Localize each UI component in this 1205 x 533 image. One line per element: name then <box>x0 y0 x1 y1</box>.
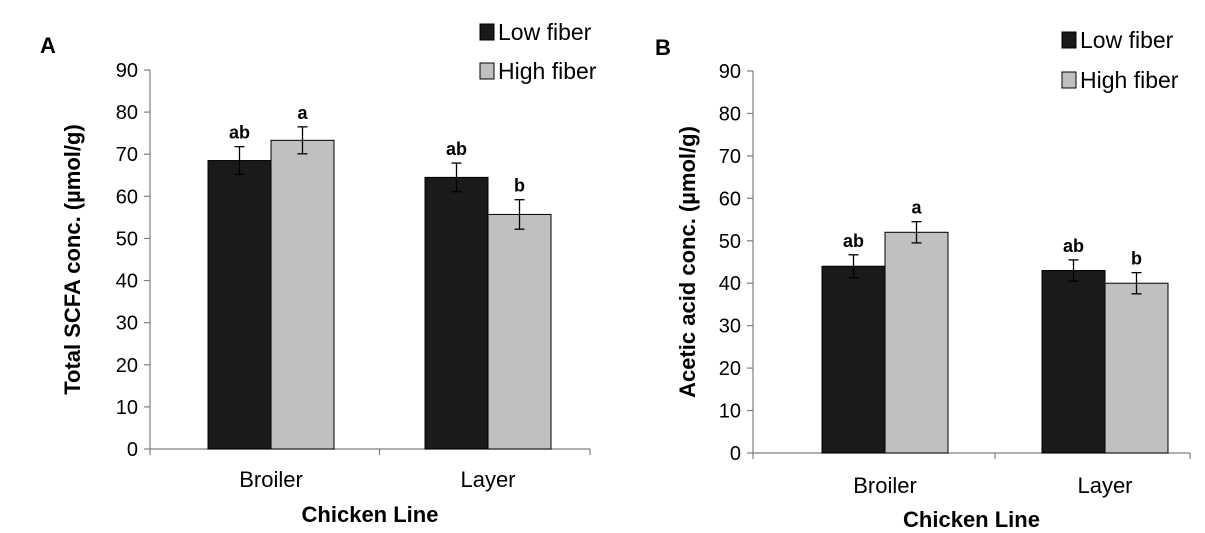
legend-label: Low fiber <box>1080 27 1174 53</box>
bar-low-fiber-broiler <box>207 160 272 450</box>
x-tick-label: Broiler <box>239 467 303 492</box>
x-tick-label: Broiler <box>853 473 917 498</box>
significance-label: b <box>514 176 525 196</box>
chart-panel-a: A 0 10 20 30 40 50 60 70 80 90 ab a Broiler ab b Layer Ch… <box>40 19 597 527</box>
y-tick-label: 50 <box>719 231 741 253</box>
y-axis-title: Acetic acid conc. (µmol/g) <box>675 126 700 398</box>
significance-label: a <box>297 103 308 123</box>
y-axis-title: Total SCFA conc. (µmol/g) <box>60 124 85 395</box>
y-tick-label: 60 <box>116 186 138 208</box>
x-tick-label: Layer <box>460 467 515 492</box>
panel-label: A <box>40 33 56 58</box>
legend-swatch-high-fiber <box>479 62 495 80</box>
legend-label: Low fiber <box>498 19 592 45</box>
significance-label: b <box>1131 249 1142 269</box>
bar-high-fiber-broiler <box>884 231 949 454</box>
chart-a-svg: A 0 10 20 30 40 50 60 70 80 90 ab a Broiler ab b Layer Ch… <box>40 19 597 527</box>
bar-high-fiber-layer <box>487 213 552 450</box>
y-tick-label: 90 <box>116 60 138 82</box>
y-tick-label: 40 <box>116 271 138 293</box>
bar-low-fiber-layer <box>424 176 489 450</box>
y-tick-label: 40 <box>719 273 741 295</box>
legend-swatch-low-fiber <box>1061 31 1077 49</box>
y-tick-label: 0 <box>730 443 741 465</box>
y-tick-label: 80 <box>116 102 138 124</box>
y-tick-label: 30 <box>719 316 741 338</box>
y-tick-label: 0 <box>127 439 138 461</box>
x-tick-label: Layer <box>1077 473 1132 498</box>
significance-label: ab <box>229 123 250 143</box>
legend-swatch-low-fiber <box>479 23 495 41</box>
chart-panel-b: B 0 10 20 30 40 50 60 70 80 90 ab a Broiler ab b Layer Ch… <box>605 0 1205 533</box>
chart-b-svg: B 0 10 20 30 40 50 60 70 80 90 ab a Broiler ab b Layer Ch… <box>655 27 1191 532</box>
y-tick-label: 80 <box>719 103 741 125</box>
bar-low-fiber-broiler <box>821 265 886 454</box>
x-axis-title: Chicken Line <box>903 507 1040 532</box>
bar-low-fiber-layer <box>1041 269 1106 454</box>
significance-label: ab <box>843 231 864 251</box>
y-tick-label: 70 <box>719 146 741 168</box>
significance-label: ab <box>446 139 467 159</box>
y-tick-label: 70 <box>116 144 138 166</box>
bar-high-fiber-layer <box>1104 282 1169 454</box>
y-tick-label: 20 <box>116 355 138 377</box>
significance-label: ab <box>1063 236 1084 256</box>
legend-label: High fiber <box>1080 67 1179 93</box>
bar-high-fiber-broiler <box>270 139 335 450</box>
y-tick-label: 10 <box>116 397 138 419</box>
y-tick-label: 20 <box>719 358 741 380</box>
panel-label: B <box>655 35 671 60</box>
y-tick-label: 90 <box>719 61 741 83</box>
y-tick-label: 60 <box>719 188 741 210</box>
legend-label: High fiber <box>498 58 597 84</box>
y-tick-label: 30 <box>116 313 138 335</box>
y-tick-label: 50 <box>116 228 138 250</box>
x-axis-title: Chicken Line <box>302 502 439 527</box>
significance-label: a <box>911 198 922 218</box>
legend-swatch-high-fiber <box>1061 71 1077 89</box>
y-tick-label: 10 <box>719 401 741 423</box>
